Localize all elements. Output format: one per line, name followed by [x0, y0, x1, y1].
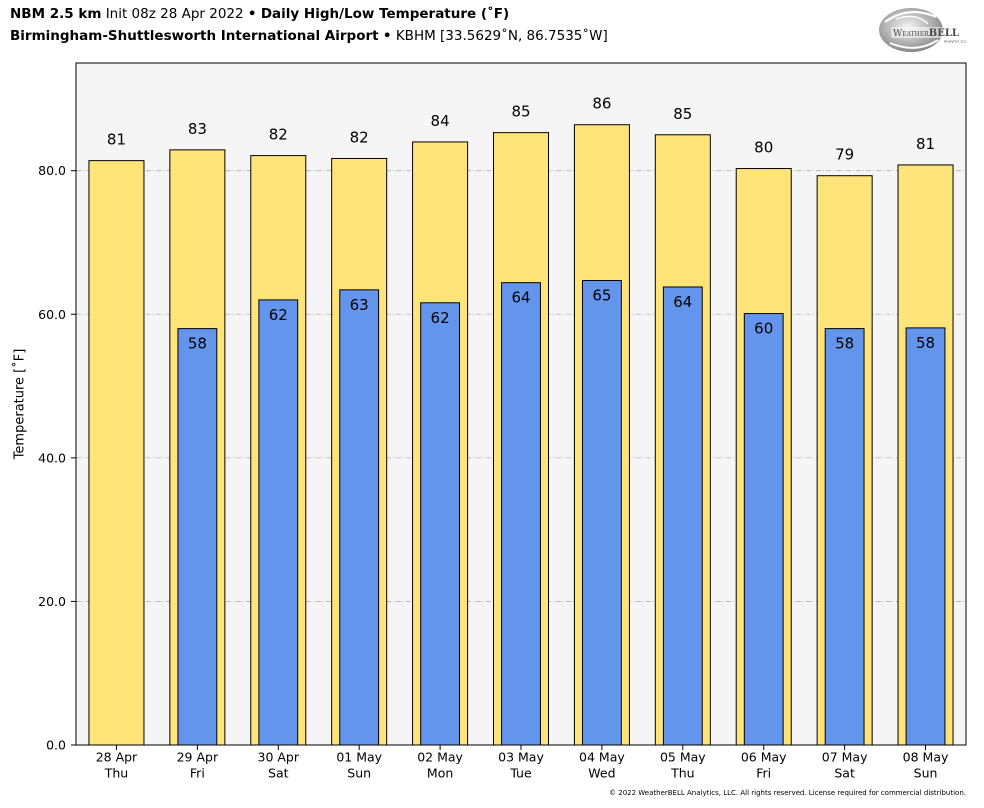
copyright-notice: © 2022 WeatherBELL Analytics, LLC. All r…	[609, 789, 966, 797]
low-bar-label: 62	[431, 309, 450, 327]
x-tick-label-date: 02 May	[417, 750, 463, 765]
chart-title: Daily High/Low Temperature (˚F)	[260, 6, 510, 22]
logo-wordmark: WeatherBELL	[893, 28, 959, 39]
high-bar	[88, 160, 145, 746]
low-bar-label: 63	[350, 296, 369, 314]
low-bar	[177, 328, 218, 746]
low-bar-label: 58	[188, 335, 207, 353]
low-bar-label: 62	[269, 306, 288, 324]
low-bar	[581, 280, 622, 746]
y-tick-label: 0.0	[46, 738, 66, 753]
high-bar-label: 86	[592, 95, 611, 113]
x-tick-label-date: 05 May	[660, 750, 706, 765]
high-bar-label: 81	[107, 131, 126, 149]
x-tick-label-date: 01 May	[336, 750, 382, 765]
logo-swirl-arc	[895, 15, 929, 25]
station-info: KBHM [33.5629˚N, 86.7535˚W]	[395, 28, 608, 44]
low-bar	[824, 328, 865, 746]
x-tick-label-date: 03 May	[498, 750, 544, 765]
y-axis-label: Temperature [˚F]	[12, 349, 28, 461]
x-tick-label-date: 28 Apr	[96, 750, 138, 765]
low-bar-label: 60	[754, 320, 773, 338]
x-tick-label-weekday: Wed	[588, 766, 615, 781]
low-bar-label: 58	[916, 334, 935, 352]
model-name: NBM 2.5 km	[10, 6, 102, 22]
y-tick-label: 80.0	[38, 163, 66, 178]
x-tick-label-weekday: Fri	[756, 766, 771, 781]
x-tick-label-weekday: Mon	[427, 766, 453, 781]
high-bar-label: 85	[511, 103, 530, 121]
x-tick-label-weekday: Sat	[268, 766, 289, 781]
x-tick-label-weekday: Tue	[509, 766, 532, 781]
low-bar-label: 65	[592, 287, 611, 305]
low-bar-label: 64	[511, 289, 530, 307]
high-bar-label: 85	[673, 105, 692, 123]
x-tick-label-weekday: Thu	[104, 766, 128, 781]
low-bar	[743, 313, 784, 746]
low-bar	[905, 327, 946, 746]
x-tick-label-date: 08 May	[903, 750, 949, 765]
x-tick-label-weekday: Sat	[834, 766, 855, 781]
high-bar-label: 82	[350, 128, 369, 146]
logo-swirl-arc	[884, 10, 937, 23]
x-tick-label-date: 29 Apr	[177, 750, 219, 765]
y-tick-label: 40.0	[38, 450, 66, 465]
logo-band	[891, 27, 967, 38]
x-tick-label-date: 30 Apr	[258, 750, 300, 765]
x-tick-label-date: 06 May	[741, 750, 787, 765]
title-separator: •	[247, 6, 257, 22]
high-bar-label: 82	[269, 126, 288, 144]
high-bar-label: 84	[431, 112, 450, 130]
low-bar	[258, 299, 299, 746]
station-separator: •	[382, 28, 392, 44]
init-time: Init 08z 28 Apr 2022	[105, 6, 244, 22]
header-line-1: NBM 2.5 km Init 08z 28 Apr 2022 • Daily …	[10, 6, 509, 23]
y-tick-label: 60.0	[38, 307, 66, 322]
header-line-2: Birmingham-Shuttlesworth International A…	[10, 28, 608, 45]
low-bar	[339, 289, 380, 746]
weatherbell-logo: WeatherBELL Analytics LLC	[879, 8, 967, 52]
high-bar-label: 79	[835, 146, 854, 164]
low-bar	[420, 302, 461, 746]
x-tick-label-weekday: Sun	[347, 766, 371, 781]
x-tick-label-date: 04 May	[579, 750, 625, 765]
low-bar	[662, 286, 703, 746]
high-bar-label: 80	[754, 139, 773, 157]
x-tick-label-weekday: Sun	[914, 766, 938, 781]
y-tick-label: 20.0	[38, 594, 66, 609]
station-name: Birmingham-Shuttlesworth International A…	[10, 28, 379, 44]
x-tick-label-weekday: Fri	[190, 766, 205, 781]
x-tick-label-date: 07 May	[822, 750, 868, 765]
logo-swirl-arc	[889, 39, 939, 49]
logo-subtext: Analytics LLC	[944, 40, 967, 44]
high-bar-label: 83	[188, 120, 207, 138]
low-bar-label: 58	[835, 335, 854, 353]
low-bar	[501, 282, 541, 746]
x-tick-label-weekday: Thu	[670, 766, 694, 781]
high-bar-label: 81	[916, 135, 935, 153]
low-bar-label: 64	[673, 293, 692, 311]
